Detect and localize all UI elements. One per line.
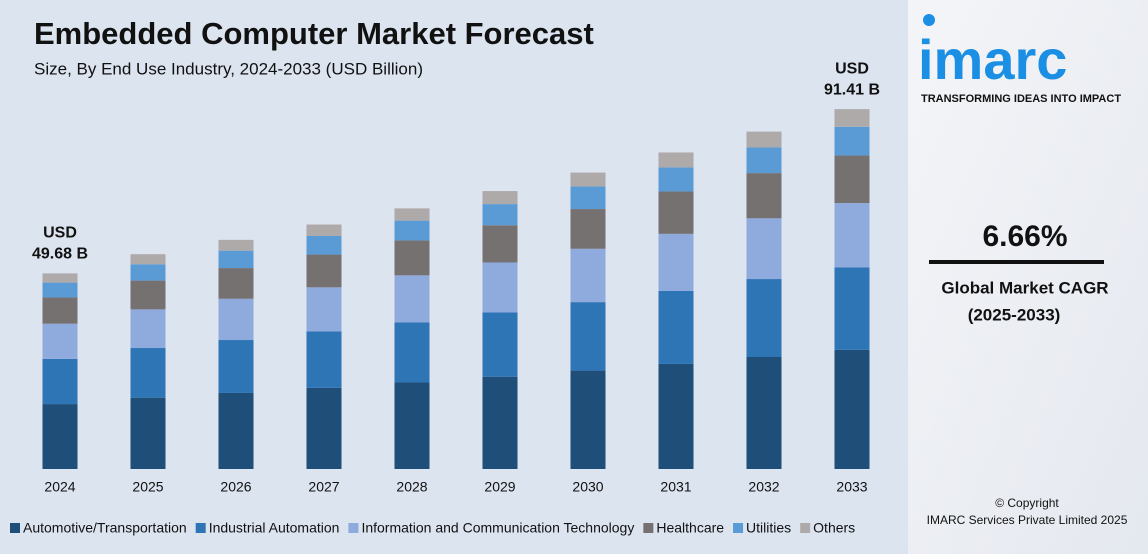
bar-segment xyxy=(130,309,166,349)
bar-segment xyxy=(570,302,606,371)
legend-label: Healthcare xyxy=(656,520,724,536)
bar-segment xyxy=(130,280,166,310)
bar-segment xyxy=(130,254,166,265)
cagr-period: (2025-2033) xyxy=(968,305,1061,324)
bar-segment xyxy=(218,340,254,393)
x-tick-label: 2031 xyxy=(660,479,691,495)
logo-dot xyxy=(923,14,935,26)
bar-segment xyxy=(482,191,518,205)
chart-title: Embedded Computer Market Forecast xyxy=(34,16,594,51)
legend-swatch xyxy=(195,523,206,533)
bar-segment xyxy=(42,323,78,359)
legend-label: Industrial Automation xyxy=(209,520,340,536)
bar-segment xyxy=(306,287,342,332)
bar-segment xyxy=(746,131,782,148)
bar-segment xyxy=(658,363,694,469)
logo: imarc xyxy=(918,28,1067,91)
legend-label: Automotive/Transportation xyxy=(23,520,187,536)
legend-label: Others xyxy=(813,520,855,536)
x-tick-label: 2025 xyxy=(132,479,163,495)
bar-segment xyxy=(570,209,606,249)
bar-segment xyxy=(42,404,78,469)
bar-segment xyxy=(42,358,78,405)
bar-segment xyxy=(834,155,870,204)
legend-swatch xyxy=(800,523,811,533)
bar-segment xyxy=(42,297,78,324)
bar-segment xyxy=(394,208,430,221)
bar-segment xyxy=(218,298,254,341)
bar-segment xyxy=(306,235,342,255)
bar-segment xyxy=(482,262,518,313)
bar-segment xyxy=(746,173,782,219)
total-label: USD xyxy=(43,225,77,242)
cagr-label: Global Market CAGR xyxy=(941,278,1108,297)
bar-segment xyxy=(218,268,254,299)
bar-segment xyxy=(834,109,870,127)
bar-segment xyxy=(482,225,518,263)
x-tick-label: 2024 xyxy=(44,479,75,495)
bar-segment xyxy=(834,349,870,469)
bar-segment xyxy=(746,147,782,174)
bar-segment xyxy=(218,239,254,251)
bar-segment xyxy=(658,152,694,168)
total-label: 91.41 B xyxy=(824,81,880,98)
bar-segment xyxy=(394,382,430,469)
bar-segment xyxy=(570,370,606,469)
bar-segment xyxy=(42,282,78,298)
tagline: TRANSFORMING IDEAS INTO IMPACT xyxy=(921,93,1121,105)
bar-segment xyxy=(306,224,342,236)
legend-swatch xyxy=(348,523,359,533)
bar-segment xyxy=(306,331,342,388)
bar-segment xyxy=(130,264,166,281)
legend-swatch xyxy=(733,523,744,533)
bar-segment xyxy=(746,356,782,469)
bar-segment xyxy=(658,191,694,234)
bar-segment xyxy=(394,322,430,383)
bar-segment xyxy=(306,387,342,469)
copyright: © Copyright xyxy=(995,496,1059,510)
legend-swatch xyxy=(643,523,654,533)
x-tick-label: 2026 xyxy=(220,479,251,495)
bar-segment xyxy=(658,290,694,364)
legend-label: Information and Communication Technology xyxy=(361,520,634,536)
legend-label: Utilities xyxy=(746,520,791,536)
bar-segment xyxy=(482,312,518,377)
bar-segment xyxy=(570,172,606,187)
x-tick-label: 2032 xyxy=(748,479,779,495)
chart-subtitle: Size, By End Use Industry, 2024-2033 (US… xyxy=(34,59,423,78)
x-tick-label: 2033 xyxy=(836,479,867,495)
bar-segment xyxy=(394,275,430,323)
bar-segment xyxy=(218,250,254,269)
bar-segment xyxy=(218,392,254,469)
bar-segment xyxy=(834,126,870,156)
bar-segment xyxy=(42,273,78,283)
bar-segment xyxy=(394,220,430,241)
company: IMARC Services Private Limited 2025 xyxy=(927,513,1128,527)
legend-swatch xyxy=(10,523,20,533)
bar-segment xyxy=(658,233,694,291)
bar-segment xyxy=(570,248,606,303)
total-label: 49.68 B xyxy=(32,246,88,263)
bar-segment xyxy=(306,254,342,288)
side-panel xyxy=(908,0,1148,554)
divider xyxy=(929,260,1104,264)
bar-segment xyxy=(834,203,870,268)
bar-segment xyxy=(482,376,518,469)
total-label: USD xyxy=(835,60,869,77)
bar-segment xyxy=(482,204,518,226)
bar-segment xyxy=(834,267,870,350)
bar-segment xyxy=(658,167,694,192)
bar-segment xyxy=(130,348,166,398)
bar-segment xyxy=(570,186,606,210)
x-tick-label: 2029 xyxy=(484,479,515,495)
bar-segment xyxy=(746,218,782,280)
x-tick-label: 2028 xyxy=(396,479,427,495)
x-tick-label: 2030 xyxy=(572,479,603,495)
bar-segment xyxy=(394,240,430,276)
bar-segment xyxy=(746,279,782,357)
cagr-value: 6.66% xyxy=(982,220,1067,253)
x-tick-label: 2027 xyxy=(308,479,339,495)
bar-segment xyxy=(130,397,166,469)
